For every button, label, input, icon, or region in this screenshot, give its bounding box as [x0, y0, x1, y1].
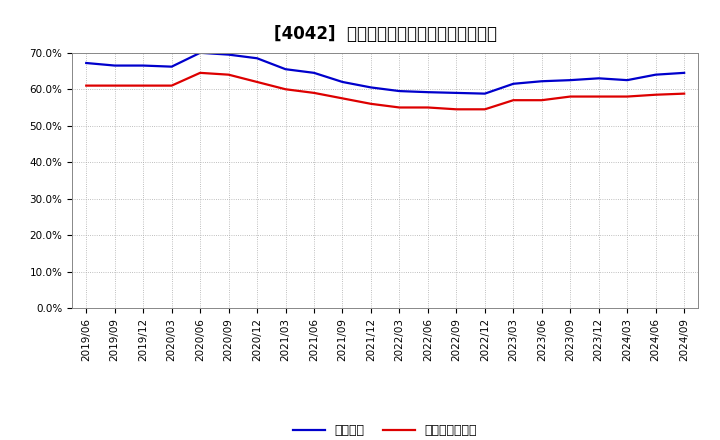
- 固定比率: [509, 81, 518, 86]
- 固定比率: [480, 91, 489, 96]
- 固定比率: [110, 63, 119, 68]
- 固定比率: [82, 60, 91, 66]
- 固定長期適合率: [652, 92, 660, 97]
- 固定長期適合率: [110, 83, 119, 88]
- 固定比率: [167, 64, 176, 69]
- 固定長期適合率: [139, 83, 148, 88]
- 固定長期適合率: [253, 79, 261, 84]
- 固定比率: [338, 79, 347, 84]
- 固定長期適合率: [395, 105, 404, 110]
- 固定長期適合率: [225, 72, 233, 77]
- 固定比率: [537, 79, 546, 84]
- 固定比率: [139, 63, 148, 68]
- 固定長期適合率: [566, 94, 575, 99]
- 固定比率: [253, 55, 261, 61]
- 固定長期適合率: [338, 96, 347, 101]
- 固定比率: [310, 70, 318, 76]
- 固定比率: [225, 52, 233, 57]
- 固定長期適合率: [366, 101, 375, 106]
- Line: 固定長期適合率: 固定長期適合率: [86, 73, 684, 109]
- 固定比率: [395, 88, 404, 94]
- 固定長期適合率: [480, 106, 489, 112]
- 固定比率: [566, 77, 575, 83]
- 固定長期適合率: [595, 94, 603, 99]
- 固定比率: [452, 90, 461, 95]
- 固定長期適合率: [82, 83, 91, 88]
- 固定比率: [595, 76, 603, 81]
- 固定長期適合率: [509, 98, 518, 103]
- 固定比率: [652, 72, 660, 77]
- Legend: 固定比率, 固定長期適合率: 固定比率, 固定長期適合率: [288, 419, 482, 440]
- 固定長期適合率: [680, 91, 688, 96]
- 固定長期適合率: [452, 106, 461, 112]
- 固定長期適合率: [423, 105, 432, 110]
- Line: 固定比率: 固定比率: [86, 53, 684, 94]
- 固定比率: [366, 85, 375, 90]
- 固定長期適合率: [167, 83, 176, 88]
- 固定長期適合率: [282, 87, 290, 92]
- Title: [4042]  固定比率、固定長期適合率の推移: [4042] 固定比率、固定長期適合率の推移: [274, 25, 497, 43]
- 固定比率: [423, 89, 432, 95]
- 固定比率: [680, 70, 688, 76]
- 固定長期適合率: [196, 70, 204, 76]
- 固定長期適合率: [537, 98, 546, 103]
- 固定長期適合率: [623, 94, 631, 99]
- 固定比率: [623, 77, 631, 83]
- 固定比率: [282, 66, 290, 72]
- 固定比率: [196, 50, 204, 55]
- 固定長期適合率: [310, 90, 318, 95]
